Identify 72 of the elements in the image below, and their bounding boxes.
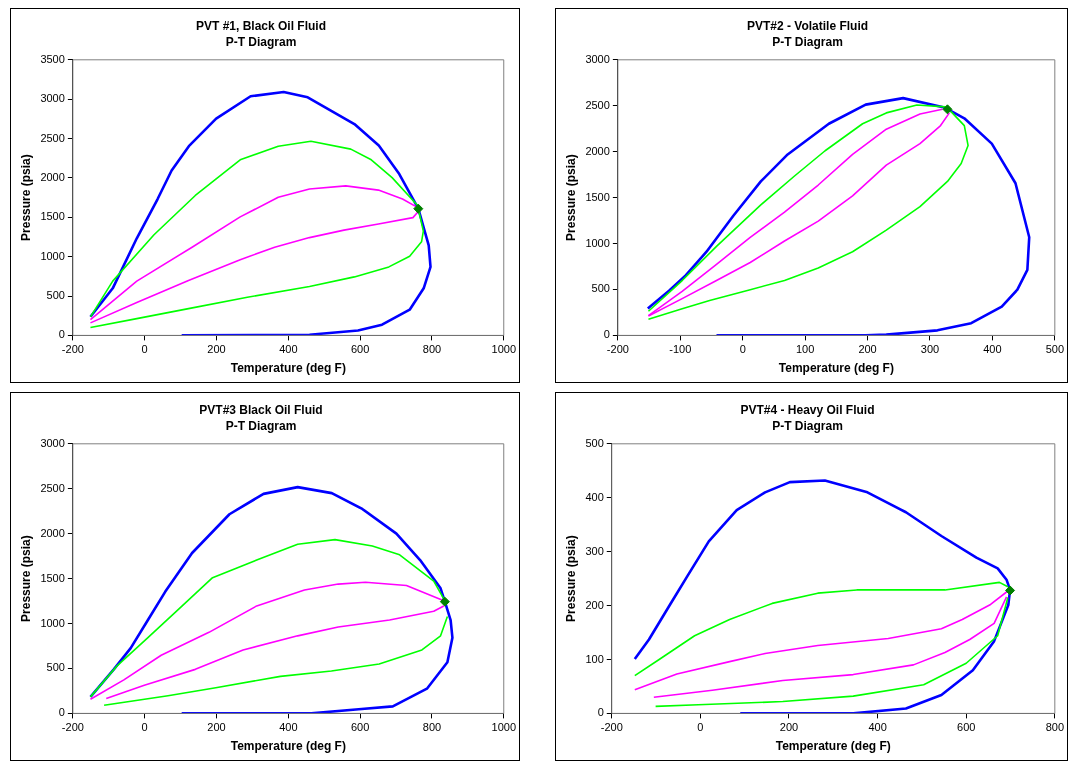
- chart-subtitle: P-T Diagram: [772, 34, 843, 49]
- x-tick-label: 200: [779, 721, 799, 734]
- x-tick-label: 800: [422, 343, 442, 356]
- x-tick-label: 800: [1045, 721, 1064, 734]
- y-axis-title: Pressure (psia): [563, 154, 578, 241]
- y-tick-label: 1000: [40, 616, 65, 629]
- y-tick-label: 0: [597, 706, 604, 719]
- y-tick-label: 0: [58, 706, 65, 719]
- x-tick-label: 600: [957, 721, 976, 734]
- x-axis-title: Temperature (deg F): [230, 739, 346, 754]
- y-tick-label: 1000: [40, 249, 65, 262]
- y-tick-label: 400: [585, 490, 604, 503]
- y-tick-label: 3000: [40, 92, 65, 105]
- x-tick-label: 0: [141, 343, 148, 356]
- x-tick-label: 1000: [491, 343, 517, 356]
- x-tick-label: -200: [61, 343, 84, 356]
- x-tick-label: 600: [350, 343, 370, 356]
- y-tick-label: 2500: [40, 481, 65, 494]
- chart-title: PVT#4 - Heavy Oil Fluid: [740, 402, 875, 417]
- y-tick-label: 500: [585, 436, 604, 449]
- y-axis-title: Pressure (psia): [563, 535, 578, 622]
- x-tick-label: 0: [739, 343, 746, 356]
- chart-subtitle: P-T Diagram: [225, 418, 297, 433]
- chart-title: PVT#2 - Volatile Fluid: [746, 18, 869, 33]
- y-tick-label: 2000: [585, 144, 610, 157]
- x-tick-label: -200: [606, 343, 629, 356]
- chart-title: PVT#3 Black Oil Fluid: [199, 402, 323, 417]
- y-tick-label: 2000: [40, 170, 65, 183]
- y-tick-label: 1500: [585, 190, 610, 203]
- y-tick-label: 500: [46, 661, 65, 674]
- x-tick-label: 200: [858, 343, 877, 356]
- y-axis-title: Pressure (psia): [18, 154, 33, 241]
- y-tick-label: 2500: [585, 98, 610, 111]
- x-tick-label: 200: [207, 343, 226, 356]
- x-tick-label: 200: [207, 721, 226, 734]
- x-tick-label: -200: [600, 721, 623, 734]
- x-tick-label: 0: [697, 721, 704, 734]
- y-tick-label: 3500: [40, 52, 65, 65]
- y-tick-label: 0: [603, 328, 610, 341]
- x-axis-title: Temperature (deg F): [230, 361, 346, 376]
- x-axis-title: Temperature (deg F): [778, 361, 894, 376]
- y-tick-label: 300: [585, 544, 604, 557]
- x-tick-label: -100: [669, 343, 692, 356]
- x-tick-label: -200: [61, 721, 84, 734]
- y-axis-title: Pressure (psia): [18, 535, 33, 622]
- x-tick-label: 100: [795, 343, 815, 356]
- x-tick-label: 400: [868, 721, 887, 734]
- x-tick-label: 500: [1045, 343, 1064, 356]
- x-tick-label: 400: [279, 721, 298, 734]
- x-axis-title: Temperature (deg F): [775, 739, 891, 754]
- y-tick-label: 500: [46, 289, 65, 302]
- x-tick-label: 800: [422, 721, 442, 734]
- y-tick-label: 200: [585, 598, 604, 611]
- y-tick-label: 2000: [40, 526, 65, 539]
- chart-subtitle: P-T Diagram: [225, 34, 297, 49]
- x-tick-label: 600: [350, 721, 370, 734]
- y-tick-label: 0: [58, 328, 65, 341]
- x-tick-label: 1000: [491, 721, 517, 734]
- y-tick-label: 3000: [585, 52, 610, 65]
- x-tick-label: 0: [141, 721, 148, 734]
- y-tick-label: 1500: [40, 571, 65, 584]
- chart-title: PVT #1, Black Oil Fluid: [195, 18, 327, 33]
- chart-subtitle: P-T Diagram: [772, 418, 843, 433]
- y-tick-label: 1500: [40, 210, 65, 223]
- y-tick-label: 100: [585, 652, 604, 665]
- y-tick-label: 3000: [40, 436, 65, 449]
- x-tick-label: 300: [920, 343, 940, 356]
- y-tick-label: 2500: [40, 131, 65, 144]
- x-tick-label: 400: [983, 343, 1002, 356]
- y-tick-label: 500: [591, 282, 610, 295]
- x-tick-label: 400: [279, 343, 298, 356]
- y-tick-label: 1000: [585, 236, 610, 249]
